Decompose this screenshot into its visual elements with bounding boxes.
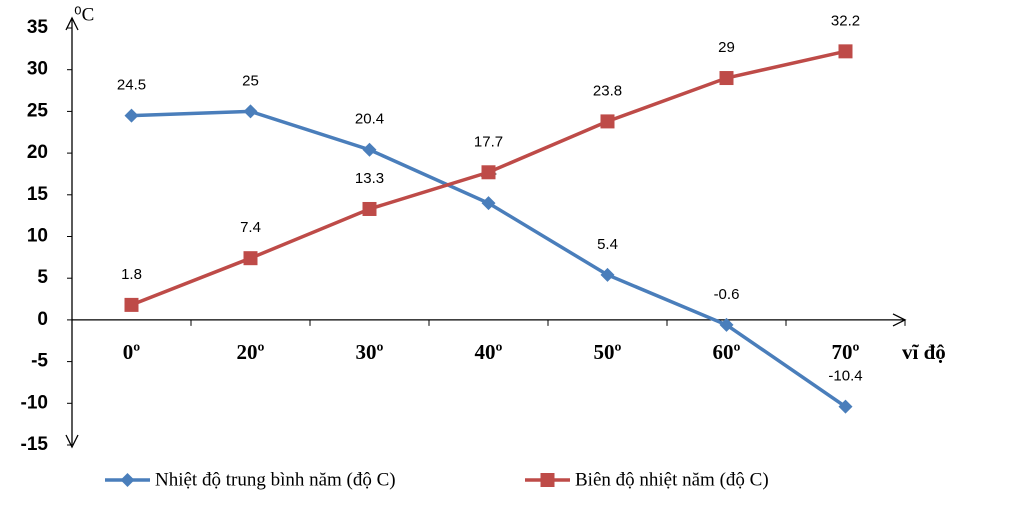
x-tick-label: 60º <box>713 340 741 364</box>
point <box>481 196 496 211</box>
x-tick-label: 70º <box>832 340 860 364</box>
point <box>540 473 555 487</box>
y-tick-label: 25 <box>27 100 49 121</box>
value-label: 25 <box>242 72 259 89</box>
value-label: 24.5 <box>117 77 146 94</box>
y-tick-label: -5 <box>31 351 48 372</box>
y-axis-arrow <box>65 16 79 449</box>
legend-label: Biên độ nhiệt năm (độ C) <box>575 469 769 490</box>
y-tick-label: 20 <box>27 142 48 163</box>
point <box>243 251 258 266</box>
x-tick-label: 40º <box>475 340 503 364</box>
value-label: -0.6 <box>714 286 740 303</box>
value-label: 1.8 <box>121 266 142 283</box>
point <box>481 165 496 180</box>
point <box>600 114 615 129</box>
value-label: 13.3 <box>355 170 384 187</box>
y-axis-title: ⁰C <box>74 4 94 25</box>
point <box>124 108 139 123</box>
point <box>600 267 615 282</box>
y-tick-label: -15 <box>21 434 49 455</box>
point <box>838 44 853 59</box>
point <box>719 71 734 86</box>
legend-label: Nhiệt độ trung bình năm (độ C) <box>155 469 396 490</box>
x-axis-title: vĩ độ <box>902 340 946 364</box>
y-tick-label: 35 <box>27 17 49 38</box>
point <box>838 399 853 414</box>
value-label: -10.4 <box>828 368 862 385</box>
y-tick-label: 30 <box>27 59 48 80</box>
value-label: 5.4 <box>597 236 618 253</box>
x-tick-label: 0º <box>123 340 141 364</box>
value-label: 32.2 <box>831 12 860 29</box>
value-label: 7.4 <box>240 219 261 236</box>
value-label: 17.7 <box>474 133 503 150</box>
x-tick-label: 50º <box>594 340 622 364</box>
x-tick-label: 20º <box>237 340 265 364</box>
x-tick-label: 30º <box>356 340 384 364</box>
value-label: 20.4 <box>355 111 384 128</box>
y-tick-label: 10 <box>27 226 48 247</box>
y-tick-label: 15 <box>27 184 49 205</box>
y-tick-label: 0 <box>37 309 48 330</box>
point <box>362 201 377 216</box>
point <box>120 473 135 487</box>
value-label: 23.8 <box>593 82 622 99</box>
point <box>124 297 139 312</box>
point <box>243 104 258 119</box>
y-tick-label: 5 <box>37 267 48 288</box>
point <box>362 142 377 157</box>
point <box>719 317 734 332</box>
y-tick-label: -10 <box>21 392 48 413</box>
value-label: 29 <box>718 39 735 56</box>
